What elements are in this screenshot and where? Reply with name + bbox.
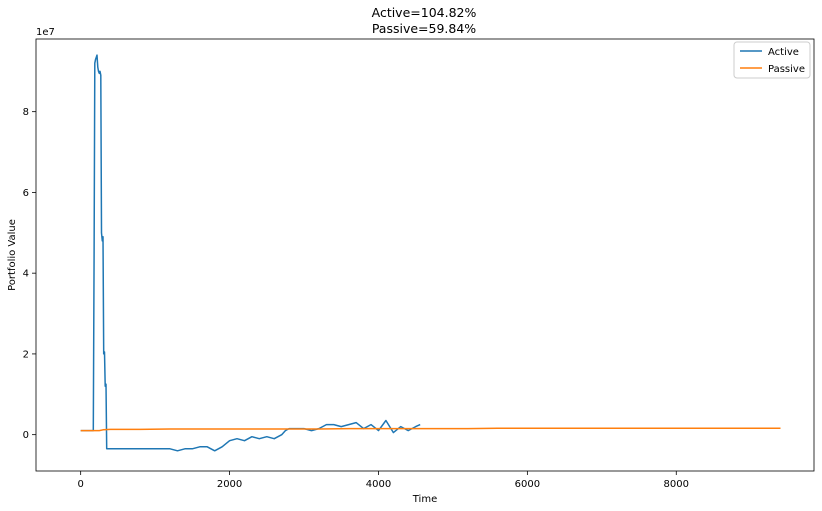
x-tick-label: 4000 bbox=[366, 479, 391, 490]
x-axis-label: Time bbox=[412, 494, 437, 505]
y-axis-label: Portfolio Value bbox=[7, 219, 18, 291]
y-tick-label: 8 bbox=[23, 107, 29, 118]
x-axis-ticks: 0 2000 4000 6000 8000 bbox=[77, 471, 689, 490]
legend-label-active: Active bbox=[768, 47, 799, 58]
x-tick-label: 6000 bbox=[515, 479, 540, 490]
x-tick-label: 0 bbox=[77, 479, 83, 490]
y-tick-label: 0 bbox=[23, 430, 29, 441]
legend: Active Passive bbox=[733, 41, 811, 79]
y-axis-ticks: 0 2 4 6 8 bbox=[23, 107, 36, 441]
y-tick-label: 6 bbox=[23, 188, 29, 199]
plot-frame bbox=[35, 38, 815, 472]
y-tick-label: 4 bbox=[23, 269, 29, 280]
chart-title-line-2: Passive=59.84% bbox=[372, 21, 476, 36]
plot-area bbox=[36, 39, 814, 471]
series-lines bbox=[80, 54, 781, 452]
chart-title-line-1: Active=104.82% bbox=[372, 5, 477, 20]
y-tick-label: 2 bbox=[23, 349, 29, 360]
x-tick-label: 8000 bbox=[664, 479, 689, 490]
series-line-passive bbox=[80, 427, 781, 432]
y-offset-text: 1e7 bbox=[36, 27, 55, 38]
series-line-active bbox=[80, 54, 421, 452]
x-tick-label: 2000 bbox=[217, 479, 242, 490]
legend-label-passive: Passive bbox=[768, 64, 805, 75]
